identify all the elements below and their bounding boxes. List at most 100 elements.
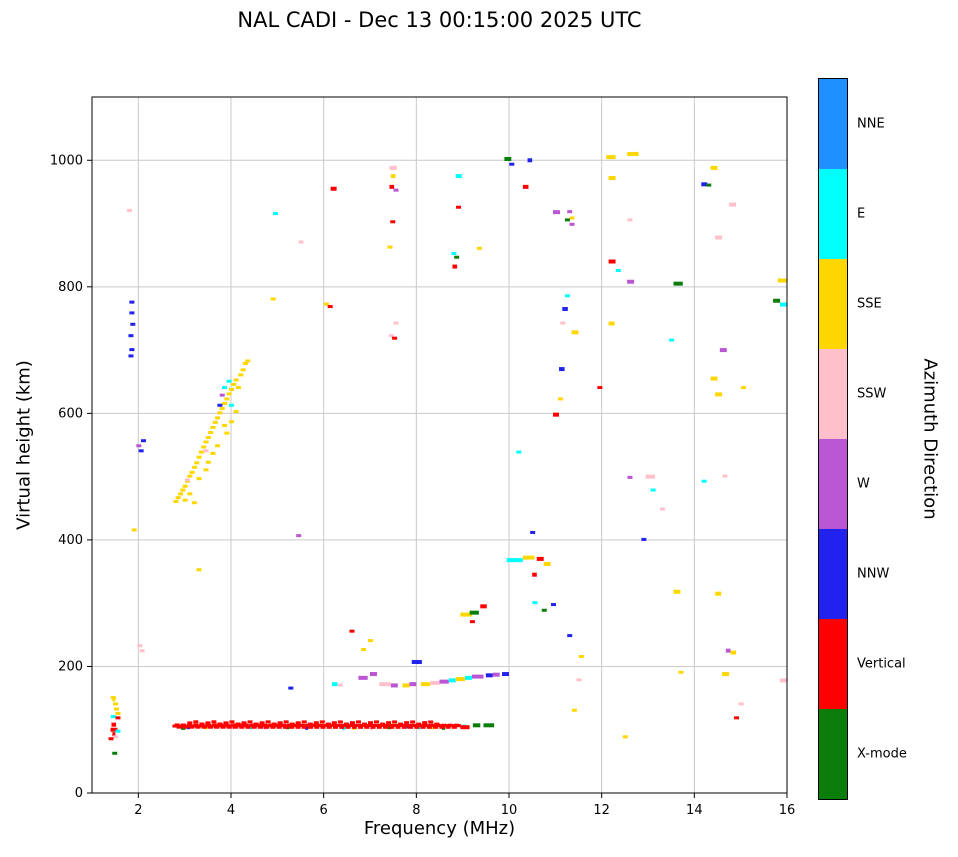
echo-point [319,720,325,724]
echo-point [139,649,145,653]
echo-point [293,723,299,727]
echo-point [392,336,398,340]
echo-point [223,721,229,725]
echo-dash [390,174,396,179]
echo-point [408,725,414,729]
echo-dash [715,591,722,596]
echo-point [205,721,211,725]
echo-point [193,723,199,727]
echo-point [567,634,573,638]
echo-point [129,348,135,352]
legend-label-vertical: Vertical [857,656,906,672]
legend-swatch-sse: SSE [819,259,882,349]
echo-point [376,725,382,729]
legend-label-ssw: SSW [857,386,887,402]
echo-point [361,648,367,652]
echo-point [191,465,197,469]
echo-dash [536,556,544,561]
echo-dash [471,674,484,679]
echo-dash [455,677,465,682]
echo-dash [430,725,434,730]
echo-point [110,696,116,700]
echo-dash [452,264,458,269]
echo-point [115,711,121,715]
echo-point [187,492,193,496]
echo-point [222,386,228,390]
echo-dash [543,561,551,566]
echo-dash [715,235,723,240]
echo-point [541,608,547,612]
echo-point [224,431,230,435]
echo-dash [562,306,568,311]
echo-point [451,725,457,729]
echo-point [567,210,573,214]
echo-dash [571,330,579,335]
echo-point [532,601,538,605]
echo-point [576,678,582,682]
echo-point [187,474,193,478]
echo-dash [112,732,116,737]
echo-point [395,725,401,729]
echo-point [233,378,239,382]
echo-dash [409,682,417,687]
echo-point [420,725,426,729]
x-tick-label: 8 [412,803,420,818]
echo-point [212,723,218,727]
echo-dash [390,683,398,688]
echo-dash [627,151,639,156]
x-tick-label: 16 [779,803,796,818]
echo-point [128,334,134,338]
echo-point [271,722,277,726]
legend-label-e: E [857,206,866,222]
echo-point [182,484,188,488]
echo-dash [389,165,397,170]
echo-point [229,403,234,407]
echo-point [516,450,522,454]
legend-label-x-mode: X-mode [857,746,907,762]
echo-point [203,468,209,472]
echo-dash [502,672,509,677]
echo-point [288,686,294,690]
echo-point [389,725,395,729]
echo-point [370,725,376,729]
echo-point [386,721,392,725]
echo-point [203,449,209,453]
echo-point [597,386,603,390]
legend-swatch-nnw: NNW [819,529,889,619]
x-tick-label: 14 [686,803,703,818]
echo-point [301,720,307,724]
echo-point [222,424,228,428]
legend-title: Azimuth Direction [919,358,941,520]
echo-point [194,461,200,465]
echo-point [326,725,332,729]
x-tick-label: 2 [134,803,142,818]
echo-point [264,725,270,729]
echo-point [312,723,318,727]
echo-point [398,722,404,726]
echo-point [740,386,746,390]
echo-point [230,723,236,727]
echo-point [282,725,288,729]
echo-dash [730,650,737,655]
echo-point [393,321,399,325]
echo-point [388,334,394,338]
echo-point [276,725,282,729]
echo-point [265,720,271,724]
y-tick-label: 200 [58,659,83,674]
echo-point [564,218,570,222]
echo-point [210,425,216,429]
echo-point [180,723,186,727]
x-tick-label: 10 [501,803,518,818]
echo-dash [608,175,616,180]
echo-point [734,716,740,720]
echo-point [270,297,276,301]
echo-point [114,707,120,711]
echo-point [211,720,217,724]
echo-point [130,322,136,326]
echo-dash [460,612,472,617]
echo-point [330,723,336,727]
echo-point [437,724,443,728]
echo-point [240,368,246,372]
echo-point [669,338,675,342]
